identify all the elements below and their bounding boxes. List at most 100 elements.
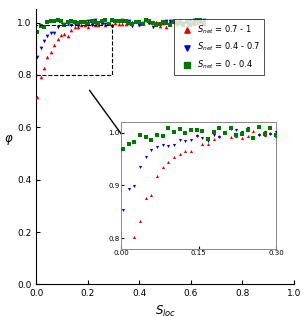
Point bbox=[52, 18, 57, 23]
Point bbox=[38, 75, 43, 80]
Point bbox=[42, 66, 46, 71]
Point bbox=[92, 18, 97, 23]
Point bbox=[103, 18, 108, 23]
Point bbox=[82, 19, 87, 24]
Point bbox=[157, 21, 162, 26]
Point bbox=[113, 19, 118, 24]
Point bbox=[161, 21, 165, 26]
Point bbox=[103, 21, 108, 26]
Point bbox=[106, 22, 111, 27]
Point bbox=[195, 21, 199, 26]
Point bbox=[48, 31, 53, 36]
Point bbox=[75, 24, 80, 29]
Point bbox=[38, 23, 43, 28]
Point bbox=[116, 19, 121, 24]
Point bbox=[150, 21, 155, 26]
Point bbox=[72, 19, 77, 24]
Point bbox=[133, 19, 138, 24]
Point bbox=[96, 20, 101, 25]
Point bbox=[69, 27, 74, 32]
Point bbox=[45, 33, 50, 38]
Point bbox=[127, 19, 132, 24]
Point bbox=[120, 18, 125, 23]
Point bbox=[52, 30, 57, 35]
Point bbox=[164, 24, 169, 29]
Bar bbox=[36, 25, 112, 75]
Point bbox=[92, 22, 97, 27]
Point bbox=[123, 19, 128, 24]
Point bbox=[140, 20, 145, 25]
Point bbox=[130, 20, 135, 25]
Y-axis label: $\varphi$: $\varphi$ bbox=[4, 133, 14, 147]
Point bbox=[184, 22, 189, 27]
Point bbox=[127, 20, 132, 25]
Point bbox=[89, 22, 94, 27]
Point bbox=[86, 25, 91, 30]
Point bbox=[48, 49, 53, 54]
Point bbox=[167, 19, 172, 24]
Point bbox=[42, 39, 46, 44]
Point bbox=[55, 18, 60, 23]
Point bbox=[96, 22, 101, 27]
Point bbox=[120, 21, 125, 26]
Point bbox=[157, 21, 162, 27]
Point bbox=[164, 21, 169, 26]
Point bbox=[137, 22, 142, 27]
Point bbox=[140, 21, 145, 26]
Point bbox=[35, 95, 40, 100]
Point bbox=[123, 22, 128, 27]
Point bbox=[109, 17, 114, 22]
Point bbox=[201, 17, 206, 22]
Point bbox=[116, 21, 121, 26]
Point bbox=[86, 22, 91, 27]
Point bbox=[201, 20, 206, 25]
Point bbox=[161, 21, 165, 26]
Point bbox=[99, 19, 104, 24]
Point bbox=[133, 18, 138, 23]
Point bbox=[147, 19, 152, 24]
Point bbox=[144, 17, 148, 22]
Point bbox=[65, 19, 70, 24]
Point bbox=[178, 21, 182, 26]
Point bbox=[82, 21, 87, 26]
Point bbox=[167, 18, 172, 23]
Point bbox=[181, 22, 186, 27]
Point bbox=[133, 20, 138, 25]
Legend: $S_{net}$ = 0.7 - 1, $S_{net}$ = 0.4 - 0.7, $S_{net}$ = 0 - 0.4: $S_{net}$ = 0.7 - 1, $S_{net}$ = 0.4 - 0… bbox=[175, 19, 264, 75]
Point bbox=[75, 24, 80, 29]
Point bbox=[137, 20, 142, 25]
Point bbox=[144, 17, 148, 22]
Point bbox=[109, 22, 114, 27]
Point bbox=[178, 21, 182, 26]
Point bbox=[82, 22, 87, 27]
Point bbox=[164, 18, 169, 23]
Point bbox=[58, 19, 63, 24]
Point bbox=[154, 23, 158, 28]
Point bbox=[174, 20, 179, 25]
Point bbox=[174, 20, 179, 25]
Point bbox=[150, 19, 155, 24]
Point bbox=[191, 21, 196, 27]
Point bbox=[92, 19, 97, 24]
Point bbox=[96, 21, 101, 26]
Point bbox=[184, 19, 189, 24]
Point bbox=[120, 18, 125, 23]
Point bbox=[42, 25, 46, 30]
Point bbox=[45, 54, 50, 59]
Point bbox=[35, 55, 40, 60]
Point bbox=[116, 18, 121, 23]
Point bbox=[123, 19, 128, 24]
Point bbox=[62, 22, 67, 27]
Point bbox=[191, 17, 196, 22]
Point bbox=[171, 19, 175, 24]
Point bbox=[130, 23, 135, 28]
Point bbox=[89, 19, 94, 24]
Point bbox=[188, 19, 193, 24]
Point bbox=[75, 20, 80, 25]
Point bbox=[58, 19, 63, 24]
Point bbox=[106, 21, 111, 26]
Point bbox=[150, 25, 155, 30]
Point bbox=[171, 20, 175, 25]
Point bbox=[69, 19, 74, 24]
Point bbox=[113, 18, 118, 23]
